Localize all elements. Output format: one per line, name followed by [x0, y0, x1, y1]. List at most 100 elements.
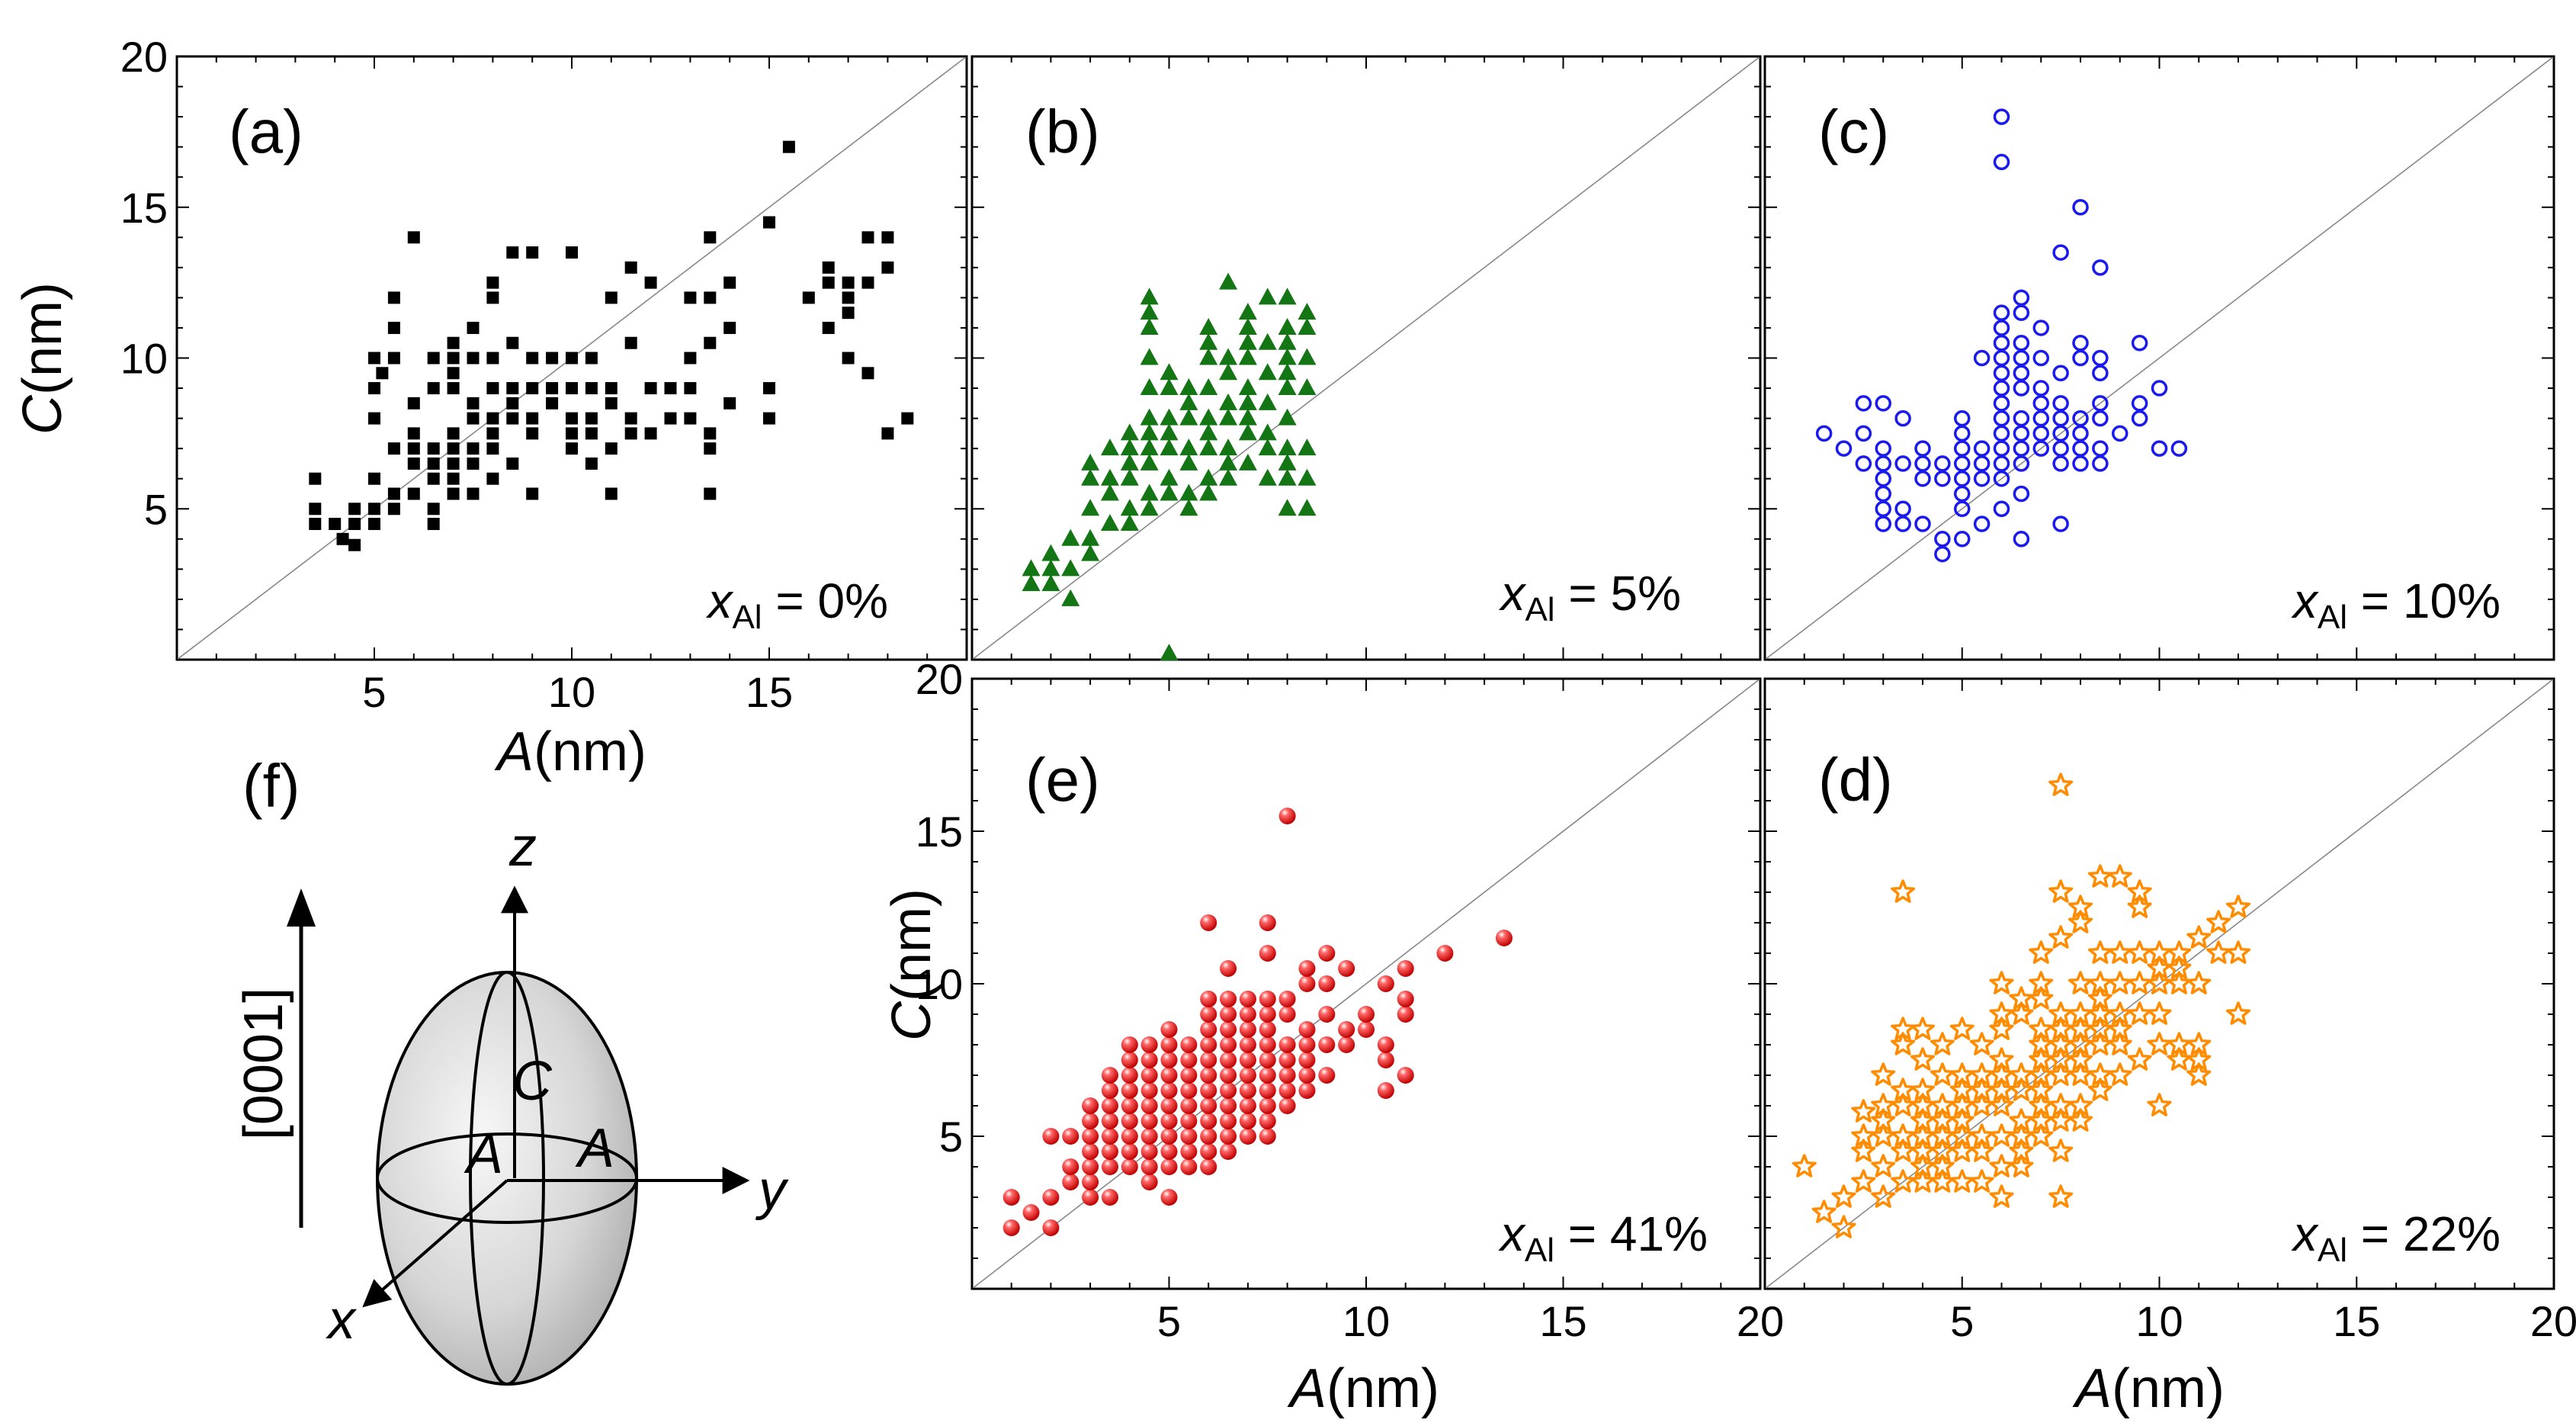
data-point-star	[2167, 971, 2192, 994]
data-point-square	[861, 276, 874, 289]
data-point-square	[881, 427, 894, 440]
data-point-sphere	[1200, 1021, 1217, 1038]
y-tick-label: 15	[916, 808, 963, 856]
data-point-triangle	[1258, 393, 1277, 410]
data-point-square	[506, 412, 519, 425]
data-point-star	[2127, 879, 2152, 903]
data-point-circle	[2092, 365, 2109, 382]
data-point-circle	[2072, 199, 2089, 216]
data-point-sphere	[1220, 1006, 1237, 1023]
data-point-circle	[2072, 410, 2089, 427]
data-point-triangle	[1199, 332, 1218, 350]
data-point-triangle	[1278, 287, 1297, 305]
data-point-circle	[1993, 425, 2010, 442]
data-point-sphere	[1200, 1158, 1217, 1175]
y-axis-label: y	[755, 1160, 789, 1221]
data-point-sphere	[1239, 1082, 1256, 1099]
data-point-star	[1910, 1017, 1936, 1040]
data-point-sphere	[1082, 1097, 1099, 1114]
data-point-square	[447, 336, 460, 349]
data-point-square	[763, 412, 775, 425]
data-point-circle	[1934, 455, 1951, 472]
data-point-circle	[2052, 425, 2069, 442]
data-point-circle	[1993, 395, 2010, 412]
data-point-sphere	[1160, 1067, 1178, 1084]
data-point-circle	[2032, 380, 2049, 397]
x-axis-arrow	[362, 1179, 508, 1308]
x-axis-label: A(nm)	[2072, 1358, 2225, 1419]
panel-a: 5 10 15 5 10 15 20 A(nm) C(nm) (a) xAl = 0%	[12, 33, 968, 782]
data-point-square	[842, 276, 855, 289]
data-point-square	[506, 382, 519, 395]
data-point-star	[2127, 1001, 2152, 1025]
data-point-square	[605, 382, 618, 395]
data-point-sphere	[1220, 1067, 1237, 1084]
data-point-sphere	[1062, 1158, 1079, 1175]
data-point-square	[723, 276, 736, 289]
data-point-triangle	[1258, 363, 1277, 381]
data-point-square	[407, 442, 420, 455]
data-point-sphere	[1180, 1082, 1198, 1099]
data-point-square	[881, 231, 894, 244]
composition-label: xAl = 5%	[1498, 566, 1681, 628]
data-point-triangle	[1022, 574, 1041, 592]
data-point-square	[861, 367, 874, 380]
data-point-circle	[2151, 380, 2168, 397]
data-point-square	[467, 412, 480, 425]
data-point-circle	[1894, 410, 1911, 427]
data-point-sphere	[1140, 1158, 1158, 1175]
data-point-star	[2087, 971, 2112, 994]
data-point-star	[2029, 1017, 2054, 1040]
data-point-circle	[2013, 365, 2030, 382]
x-tick-label: 20	[1737, 1297, 1784, 1345]
data-point-star	[1811, 1200, 1837, 1223]
data-point-triangle	[1041, 559, 1060, 577]
data-point-triangle	[1160, 408, 1179, 426]
data-point-triangle	[1298, 303, 1317, 320]
data-point-star	[2029, 940, 2054, 964]
panel-label: (c)	[1818, 98, 1889, 165]
data-point-sphere	[1082, 1174, 1099, 1190]
semi-axis-a-label-2: A	[575, 1118, 614, 1179]
data-point-sphere	[1278, 1067, 1296, 1084]
data-point-circle	[1993, 349, 2010, 367]
data-point-circle	[1954, 425, 1971, 442]
data-point-square	[407, 231, 420, 244]
x-tick-label: 15	[1539, 1297, 1586, 1345]
data-point-sphere	[1121, 1036, 1138, 1053]
data-point-sphere	[1220, 1021, 1237, 1038]
data-point-square	[447, 487, 460, 500]
data-point-triangle	[1298, 438, 1317, 456]
data-point-square	[644, 276, 657, 289]
data-point-circle	[1954, 531, 1971, 548]
data-point-circle	[1954, 440, 1971, 457]
data-point-square	[566, 412, 578, 425]
data-point-circle	[2013, 485, 2030, 503]
data-point-triangle	[1100, 438, 1119, 456]
data-point-sphere	[1397, 960, 1414, 977]
data-point-star	[1871, 1184, 1896, 1208]
data-point-square	[782, 140, 795, 153]
data-point-triangle	[1160, 483, 1179, 501]
data-point-sphere	[1180, 1097, 1198, 1114]
z-axis-label: z	[508, 817, 537, 878]
data-series	[1002, 808, 1513, 1236]
data-point-square	[447, 367, 460, 380]
data-point-triangle	[1160, 468, 1179, 486]
data-point-sphere	[1397, 1006, 1414, 1023]
data-point-star	[2029, 1093, 2054, 1116]
data-point-square	[526, 487, 539, 500]
panel-label: (b)	[1025, 98, 1100, 165]
data-point-triangle	[1199, 408, 1218, 426]
data-point-square	[526, 246, 539, 259]
data-point-circle	[2032, 349, 2049, 367]
data-point-sphere	[1259, 914, 1276, 931]
data-point-circle	[2131, 410, 2148, 427]
data-point-sphere	[1180, 1158, 1198, 1175]
y-axis-label: C(nm)	[12, 282, 73, 435]
data-point-sphere	[1200, 1128, 1217, 1145]
data-point-square	[427, 457, 440, 470]
data-point-star	[1989, 1154, 2014, 1177]
data-point-star	[1831, 1215, 1856, 1238]
data-point-star	[2068, 895, 2093, 918]
